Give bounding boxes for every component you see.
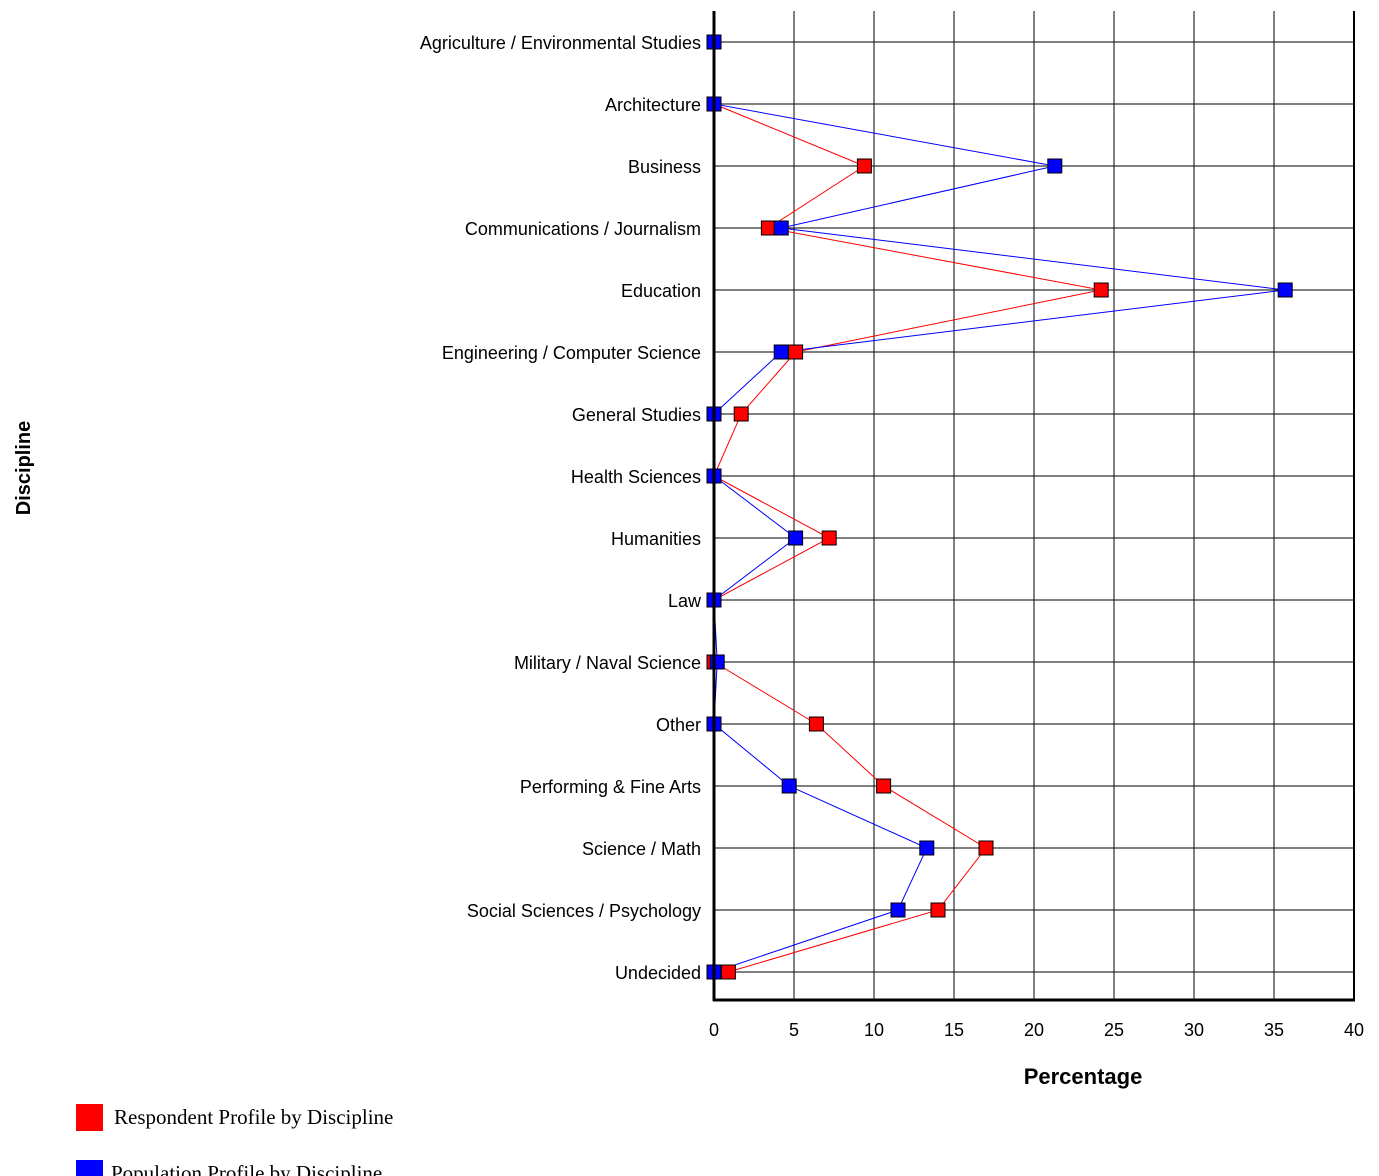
category-label: Science / Math [582, 839, 701, 859]
data-point-marker [856, 158, 872, 174]
data-point-marker [773, 344, 789, 360]
series-line [713, 42, 1286, 973]
category-label: Other [656, 715, 701, 735]
labels: Agriculture / Environmental Studies Archi… [420, 33, 1364, 1040]
axes [712, 11, 1355, 1002]
x-tick-label: 5 [789, 1020, 799, 1040]
data-point-marker [788, 530, 804, 546]
category-label: Undecided [615, 963, 701, 983]
data-point-marker [788, 344, 804, 360]
series-population [713, 42, 1286, 973]
legend: Respondent Profile by Discipline Populati… [76, 1104, 393, 1176]
data-point-marker [930, 902, 946, 918]
category-label: Social Sciences / Psychology [467, 901, 701, 921]
category-label: Humanities [611, 529, 701, 549]
x-tick-label: 30 [1184, 1020, 1204, 1040]
data-point-marker [760, 220, 776, 236]
series-markers-population [706, 34, 1293, 980]
data-point-marker [890, 902, 906, 918]
grid [713, 11, 1355, 1000]
category-label: Performing & Fine Arts [520, 777, 701, 797]
series-respondent [713, 42, 1102, 973]
category-label: Law [668, 591, 702, 611]
x-tick-label: 25 [1104, 1020, 1124, 1040]
legend-label: Respondent Profile by Discipline [114, 1105, 393, 1129]
category-label: Business [628, 157, 701, 177]
x-tick-label: 40 [1344, 1020, 1364, 1040]
x-tick-label: 35 [1264, 1020, 1284, 1040]
data-point-marker [876, 778, 892, 794]
data-point-marker [1277, 282, 1293, 298]
x-tick-label: 0 [709, 1020, 719, 1040]
category-label: Communications / Journalism [465, 219, 701, 239]
y-axis-title: Discipline [13, 421, 35, 515]
data-point-marker [720, 964, 736, 980]
series-layer [706, 34, 1293, 980]
category-label: Engineering / Computer Science [442, 343, 701, 363]
data-point-marker [1047, 158, 1063, 174]
data-point-marker [781, 778, 797, 794]
data-point-marker [1093, 282, 1109, 298]
x-axis-title: Percentage [1024, 1064, 1143, 1089]
legend-label: Population Profile by Discipline [111, 1161, 382, 1176]
category-label: General Studies [572, 405, 701, 425]
series-line [713, 42, 1102, 973]
data-point-marker [821, 530, 837, 546]
legend-swatch [76, 1104, 103, 1131]
data-point-marker [709, 654, 725, 670]
data-point-marker [919, 840, 935, 856]
category-label: Architecture [605, 95, 701, 115]
category-label: Military / Naval Science [514, 653, 701, 673]
data-point-marker [978, 840, 994, 856]
x-tick-label: 15 [944, 1020, 964, 1040]
legend-swatch [76, 1160, 103, 1176]
data-point-marker [733, 406, 749, 422]
category-label: Health Sciences [571, 467, 701, 487]
series-markers-respondent [706, 34, 1109, 980]
x-tick-label: 10 [864, 1020, 884, 1040]
category-label: Education [621, 281, 701, 301]
data-point-marker [808, 716, 824, 732]
data-point-marker [773, 220, 789, 236]
x-tick-label: 20 [1024, 1020, 1044, 1040]
category-label: Agriculture / Environmental Studies [420, 33, 701, 53]
